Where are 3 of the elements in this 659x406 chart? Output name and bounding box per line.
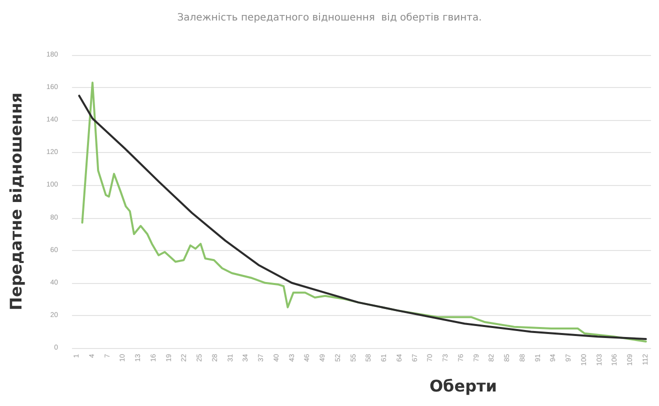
y-axis-title: Передатне відношення: [6, 92, 26, 310]
chart-title: Залежність передатного відношення від обертів гвинта.: [177, 12, 482, 24]
x-axis-title: Оберти: [429, 376, 497, 396]
